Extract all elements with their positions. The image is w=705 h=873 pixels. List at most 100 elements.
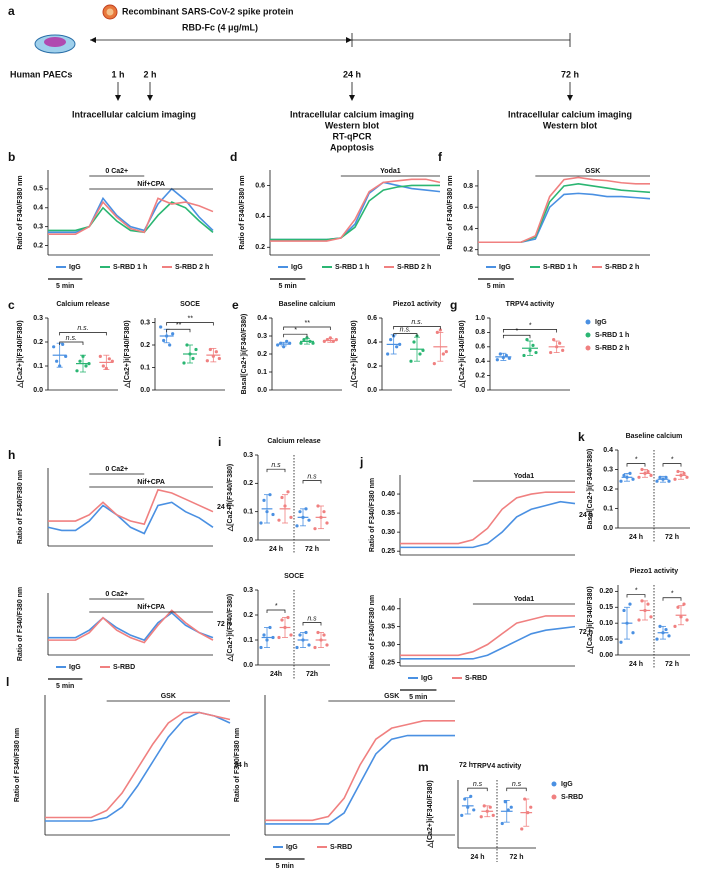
y-tick-label: 0.05 [599,636,613,643]
chart-title: TRPV4 activity [473,763,522,770]
data-point [75,369,79,373]
x-tick-label: 72 h [509,854,523,861]
y-tick-label: 0.2 [243,612,253,619]
y-tick-label: 0.3 [140,319,150,326]
arrow-head [567,95,573,101]
data-point [491,813,495,817]
y-tick-label: 0.15 [599,604,613,611]
y-tick-label: 0.3 [33,224,43,231]
y-axis-label: △[Ca2+]i(F340/F380) [124,320,131,388]
scale-bar-label: 5 min [279,283,297,290]
y-axis-label: △[Ca2+]i(F340/F380) [351,320,358,388]
trace [400,625,576,660]
y-tick-label: 0.40 [381,606,395,613]
y-tick-label: 0.1 [243,637,253,644]
significance-bracket [166,322,214,326]
y-tick-label: 0.3 [33,315,43,322]
time-label: 72 h [579,629,593,636]
y-tick-label: 0.4 [255,213,265,220]
panel-label: d [230,150,237,164]
treatment-label: GSK [585,168,600,175]
data-point [194,347,198,352]
significance-label: ** [176,322,182,329]
y-tick-label: 0.2 [33,242,43,249]
data-point [479,815,483,819]
panel-label: g [450,298,457,312]
cells-label: Human PAECs [10,69,72,79]
data-point [460,813,464,817]
time-label: 24 h [234,762,248,769]
treatment-label: 0 Ca2+ [105,168,128,175]
data-point [389,338,393,342]
data-point [280,495,284,500]
y-axis-label: Ratio of F340/F380 nm [17,175,24,249]
data-point [504,353,508,358]
trace [478,176,650,244]
time-label: 24 h [217,504,231,511]
y-axis-label: △[Ca2+]i(F340/F380) [17,320,24,388]
trace [48,611,214,642]
chart-title: Piezo1 activity [393,301,441,308]
trace [478,192,651,244]
legend-label: S-RBD [465,675,487,682]
data-point [622,473,626,477]
data-point [507,356,511,360]
y-tick-label: 0.30 [381,529,395,536]
data-point [325,643,329,647]
y-axis-label: △[Ca2+]i(F340/F380) [587,586,594,654]
y-tick-label: 0.3 [603,466,613,473]
y-tick-label: 0.0 [140,387,150,394]
assay-label: Intracellular calcium imaging [508,109,632,119]
treatment-label: Nif+CPA [137,181,165,188]
treatment-label: Nif+CPA [137,479,165,486]
legend-swatch [551,781,557,787]
y-tick-label: 0.6 [475,344,485,351]
y-tick-label: 0.4 [257,315,267,322]
data-point [622,608,626,613]
y-axis-label: Ratio of F340/F380 nm [14,728,21,802]
legend-label: S-RBD [561,794,583,801]
significance-label: * [529,322,532,329]
data-point [262,498,266,502]
y-tick-label: 0.2 [140,342,150,349]
y-axis-label: △[Ca2+]i(F340/F380) [227,594,234,662]
data-point [418,352,422,356]
y-axis-label: Ratio of F340/F380 nm [239,175,246,249]
data-point [444,350,448,354]
significance-label: * [635,456,638,463]
data-point [52,345,56,349]
arrow-head [147,95,153,101]
legend-label: S-RBD 2 h [605,264,639,271]
data-point [395,345,399,349]
data-point [409,359,413,363]
y-tick-label: 0.8 [463,183,473,190]
y-tick-label: 0.0 [33,387,43,394]
trace [270,178,441,242]
y-axis-label: Ratio of F340/F380 nm [447,175,454,249]
y-tick-label: 0.4 [603,447,613,454]
trace [265,719,455,822]
data-point [307,518,311,522]
treatment-label: 0 Ca2+ [105,466,128,473]
data-point [313,645,317,650]
significance-label: n.s [512,781,522,788]
data-point [469,794,473,798]
legend-label: IgG [595,319,607,326]
panel-label: m [418,760,429,774]
significance-label: ** [187,315,193,322]
chart-title: Piezo1 activity [630,568,678,575]
scale-bar-label: 5 min [487,283,505,290]
data-point [637,618,641,622]
y-tick-label: 0.25 [381,548,395,555]
data-point [682,602,686,606]
significance-label: n.s. [411,319,422,326]
data-point [107,357,111,361]
treatment-label: RBD-Fc (4 μg/mL) [182,22,258,32]
data-point [619,479,623,483]
data-point [259,645,263,650]
y-tick-label: 0.2 [603,486,613,493]
panel-label: b [8,150,15,164]
legend-label: IgG [421,675,433,682]
data-point [619,640,623,644]
trace [478,183,651,244]
